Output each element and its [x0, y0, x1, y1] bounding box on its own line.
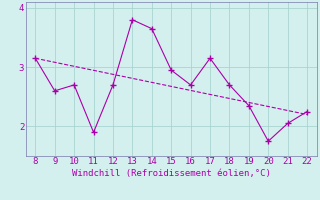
X-axis label: Windchill (Refroidissement éolien,°C): Windchill (Refroidissement éolien,°C): [72, 169, 271, 178]
